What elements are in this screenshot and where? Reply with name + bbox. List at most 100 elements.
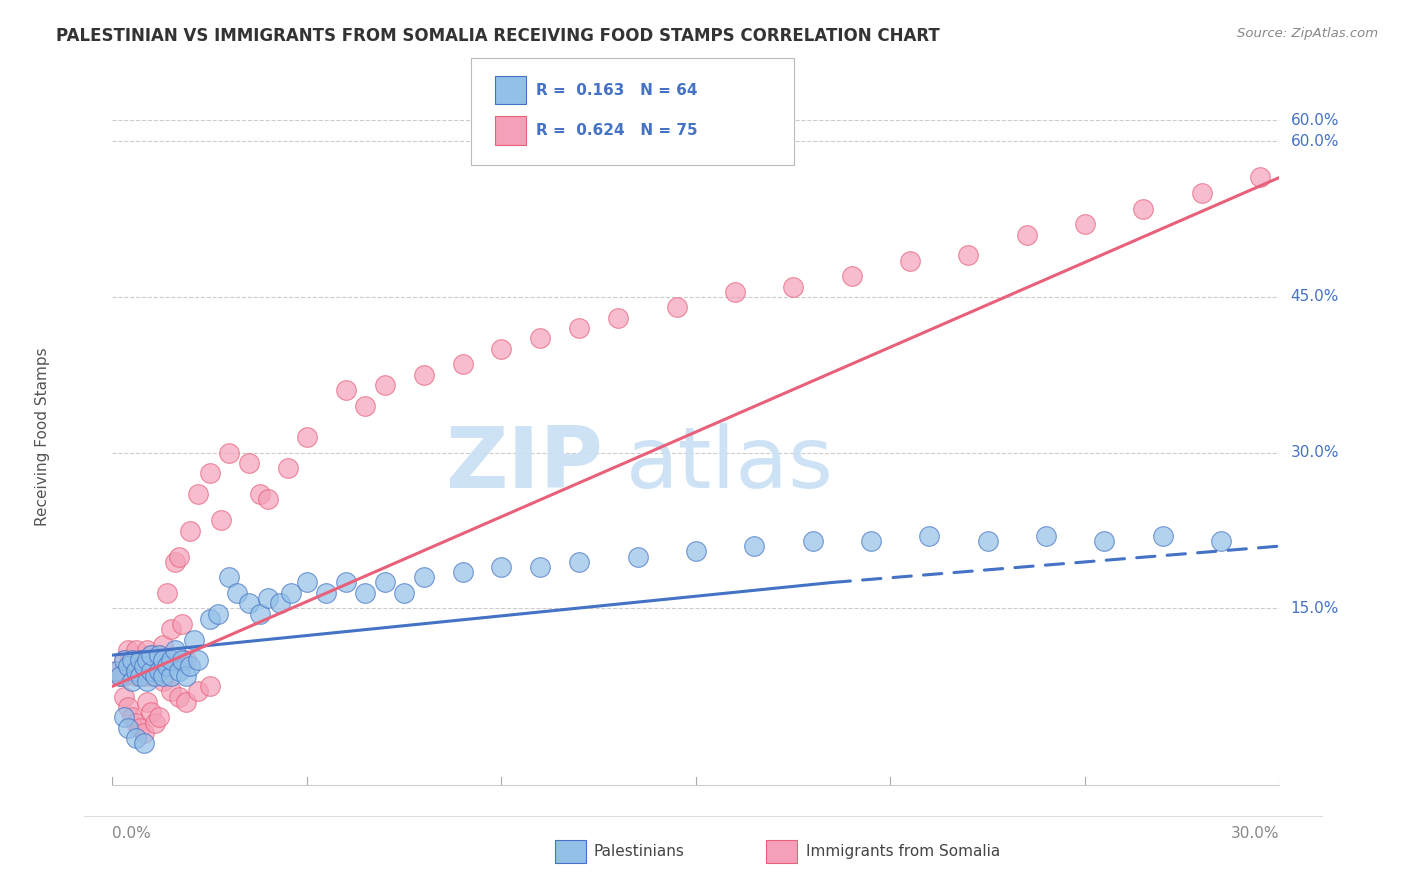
Point — [176, 653, 198, 667]
Point — [374, 378, 396, 392]
Point — [685, 544, 707, 558]
Point — [143, 653, 166, 667]
Text: ZIP: ZIP — [444, 424, 603, 507]
Point — [152, 669, 174, 683]
Point — [1132, 202, 1154, 216]
Point — [132, 658, 155, 673]
Point — [374, 575, 396, 590]
Point — [742, 539, 765, 553]
Point — [141, 706, 163, 720]
Point — [280, 586, 302, 600]
Point — [335, 575, 357, 590]
Point — [218, 570, 240, 584]
Point — [136, 695, 159, 709]
Point — [136, 653, 159, 667]
Point — [207, 607, 229, 621]
Point — [176, 669, 198, 683]
Point — [179, 524, 201, 538]
Point — [782, 279, 804, 293]
Point — [132, 658, 155, 673]
Point — [148, 648, 170, 662]
Point — [136, 664, 159, 678]
Point — [335, 384, 357, 398]
Point — [451, 565, 474, 579]
Point — [105, 664, 128, 678]
Point — [898, 253, 921, 268]
Point — [141, 648, 163, 662]
Point — [117, 658, 139, 673]
Point — [112, 653, 135, 667]
Point — [172, 653, 194, 667]
Point — [160, 622, 183, 636]
Point — [1152, 529, 1174, 543]
Point — [568, 555, 591, 569]
Point — [128, 721, 150, 735]
Text: 30.0%: 30.0% — [1291, 445, 1339, 460]
Point — [112, 653, 135, 667]
Point — [132, 726, 155, 740]
Text: R =  0.624   N = 75: R = 0.624 N = 75 — [536, 123, 697, 137]
Point — [257, 492, 280, 507]
Point — [529, 560, 551, 574]
Point — [160, 684, 183, 698]
Point — [152, 674, 174, 689]
Point — [125, 643, 148, 657]
Point — [269, 596, 291, 610]
Point — [627, 549, 650, 564]
Point — [132, 669, 155, 683]
Point — [121, 653, 143, 667]
Point — [607, 310, 630, 325]
Point — [1015, 227, 1038, 242]
Point — [491, 560, 513, 574]
Point — [117, 658, 139, 673]
Point — [841, 269, 863, 284]
Point — [176, 695, 198, 709]
Point — [724, 285, 747, 299]
Point — [128, 669, 150, 683]
Point — [112, 710, 135, 724]
Point — [112, 669, 135, 683]
Point — [249, 607, 271, 621]
Point — [665, 300, 688, 314]
Point — [163, 643, 186, 657]
Point — [128, 653, 150, 667]
Point — [226, 586, 249, 600]
Point — [141, 648, 163, 662]
Text: R =  0.163   N = 64: R = 0.163 N = 64 — [536, 83, 697, 97]
Point — [121, 653, 143, 667]
Point — [209, 513, 232, 527]
Text: 30.0%: 30.0% — [1232, 827, 1279, 841]
Point — [121, 664, 143, 678]
Point — [141, 664, 163, 678]
Text: 60.0%: 60.0% — [1291, 113, 1339, 128]
Point — [1249, 170, 1271, 185]
Point — [801, 533, 824, 548]
Point — [152, 653, 174, 667]
Text: PALESTINIAN VS IMMIGRANTS FROM SOMALIA RECEIVING FOOD STAMPS CORRELATION CHART: PALESTINIAN VS IMMIGRANTS FROM SOMALIA R… — [56, 27, 941, 45]
Point — [167, 664, 190, 678]
Point — [957, 248, 980, 262]
Point — [148, 710, 170, 724]
Point — [110, 669, 132, 683]
Point — [1074, 217, 1097, 231]
Point — [136, 674, 159, 689]
Point — [143, 669, 166, 683]
Point — [187, 487, 209, 501]
Point — [183, 632, 205, 647]
Point — [152, 658, 174, 673]
Text: atlas: atlas — [626, 424, 834, 507]
Point — [187, 684, 209, 698]
Point — [156, 658, 179, 673]
Point — [392, 586, 416, 600]
Point — [976, 533, 998, 548]
Point — [125, 731, 148, 746]
Point — [238, 596, 260, 610]
Text: 60.0%: 60.0% — [1291, 134, 1339, 149]
Text: 45.0%: 45.0% — [1291, 289, 1339, 304]
Point — [110, 669, 132, 683]
Point — [529, 331, 551, 345]
Point — [1209, 533, 1232, 548]
Point — [160, 653, 183, 667]
Point — [141, 669, 163, 683]
Point — [1191, 186, 1213, 200]
